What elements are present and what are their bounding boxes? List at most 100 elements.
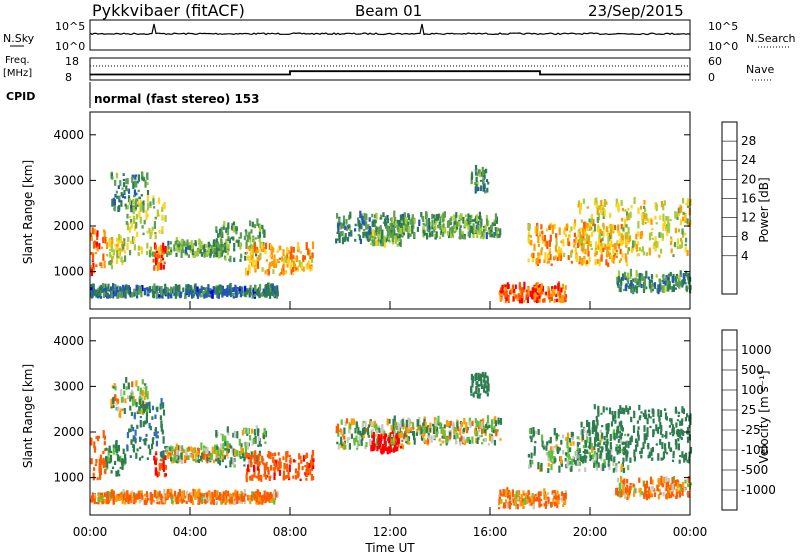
velocity-cell (665, 494, 668, 499)
velocity-cell (608, 407, 612, 415)
power-cell (224, 246, 227, 252)
power-cell (538, 296, 541, 299)
velocity-cell (595, 434, 598, 442)
velocity-cell (649, 425, 652, 428)
velocity-cell (215, 430, 218, 436)
power-cell (354, 223, 357, 227)
velocity-cell (344, 444, 347, 450)
power-cell (374, 236, 377, 240)
velocity-cell (276, 490, 279, 498)
power-cell (642, 289, 646, 293)
velocity-cell (204, 446, 208, 452)
power-cell (148, 227, 151, 233)
power-cell (160, 289, 163, 296)
power-cell (205, 292, 208, 298)
velocity-cell (597, 462, 600, 468)
power-cell (598, 259, 601, 264)
velocity-cell (226, 443, 229, 446)
velocity-cell (528, 496, 531, 499)
velocity-cell (257, 436, 260, 441)
power-cell (397, 235, 400, 239)
power-cell (624, 253, 627, 260)
power-cell (380, 231, 384, 240)
power-cell (442, 224, 445, 232)
power-cell (137, 174, 140, 182)
power-cell (267, 282, 270, 291)
power-cell (617, 202, 620, 211)
velocity-cell (638, 416, 641, 421)
power-cell (169, 241, 173, 245)
velocity-cell (659, 438, 662, 445)
power-cell (136, 180, 139, 184)
power-cell (133, 195, 136, 198)
power-cell (498, 234, 501, 238)
power-cell (540, 224, 543, 230)
power-cell (252, 247, 255, 254)
velocity-cell (477, 387, 480, 393)
velocity-cell (471, 375, 474, 383)
velocity-cell (605, 444, 608, 447)
power-cell (535, 258, 538, 265)
power-cell (222, 224, 225, 230)
velocity-cell (120, 494, 123, 500)
velocity-cell (141, 494, 144, 500)
power-cell (599, 247, 602, 253)
velocity-cell (268, 497, 271, 502)
velocity-cell (648, 409, 651, 413)
power-cell (537, 252, 540, 256)
power-cell (148, 250, 151, 258)
velocity-cell (266, 454, 269, 457)
power-cell (462, 216, 465, 224)
power-cell (467, 218, 470, 225)
power-cell (502, 283, 505, 288)
velocity-cell (552, 493, 555, 496)
power-cell (573, 245, 576, 248)
velocity-cell (132, 427, 135, 432)
power-cell (581, 227, 584, 233)
power-cell (512, 296, 515, 302)
power-cell (677, 228, 681, 233)
power-cell (617, 224, 620, 231)
velocity-cell (653, 492, 656, 497)
velocity-cell (125, 386, 128, 390)
velocity-cell (103, 440, 106, 446)
power-cell (548, 290, 551, 297)
power-cell (269, 262, 272, 267)
power-cell (551, 227, 554, 234)
power-cell (216, 290, 219, 297)
power-cell (585, 224, 588, 228)
velocity-cell (654, 489, 657, 496)
velocity-cell (134, 436, 137, 441)
velocity-cell (131, 381, 134, 388)
velocity-cell (578, 448, 581, 454)
power-cell (167, 240, 170, 247)
velocity-cell (134, 498, 137, 503)
velocity-cell (619, 433, 622, 440)
velocity-cell (138, 406, 141, 411)
velocity-cell (155, 457, 158, 461)
velocity-cell (279, 461, 282, 469)
velocity-cell (627, 465, 630, 471)
velocity-cell (562, 434, 565, 439)
power-cell (682, 197, 685, 204)
velocity-cell (589, 436, 592, 444)
velocity-cell (584, 455, 587, 463)
power-cell (423, 231, 426, 236)
velocity-cell (257, 468, 260, 474)
velocity-cell (268, 475, 271, 481)
power-cell (290, 268, 293, 275)
velocity-cell (110, 450, 113, 454)
power-cell (193, 284, 196, 291)
velocity-cell (227, 448, 230, 453)
velocity-cell (96, 435, 100, 442)
velocity-cell (568, 467, 571, 472)
power-cell (293, 260, 296, 267)
velocity-cell (581, 429, 584, 436)
power-cell (110, 264, 113, 270)
power-cell (138, 203, 141, 206)
velocity-cell (676, 491, 679, 494)
power-cell (621, 207, 625, 212)
power-cell (272, 269, 275, 275)
velocity-cell (667, 487, 670, 494)
velocity-cell (179, 459, 182, 463)
